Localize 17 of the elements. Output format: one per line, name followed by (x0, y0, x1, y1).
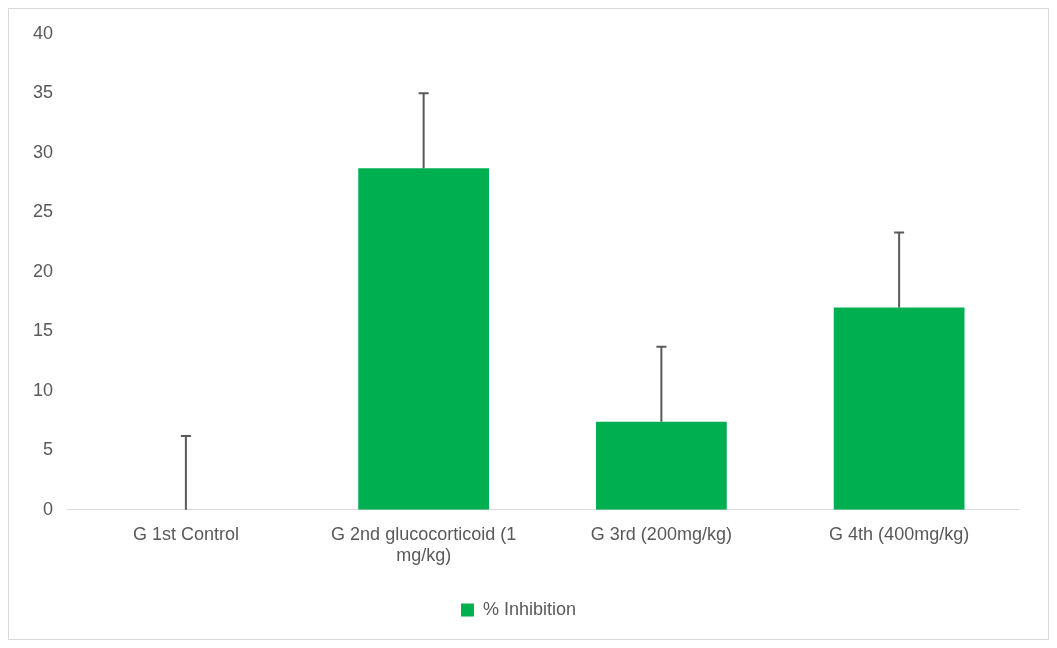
x-tick-label: G 2nd glucocorticoid (1 mg/kg) (331, 523, 517, 566)
bar (833, 307, 965, 510)
y-tick-label: 15 (32, 320, 54, 341)
bar (596, 421, 727, 510)
bar (358, 168, 490, 510)
y-tick-label: 25 (32, 201, 54, 222)
x-tick-label: G 1st Control (132, 523, 239, 544)
y-tick-label: 5 (43, 439, 54, 460)
y-tick-label: 35 (32, 82, 54, 103)
y-tick-label: 0 (43, 498, 54, 519)
x-tick-label: G 3rd (200mg/kg) (590, 523, 732, 544)
y-tick-label: 40 (32, 22, 54, 43)
y-tick-label: 30 (32, 141, 54, 162)
x-tick-label: G 4th (400mg/kg) (829, 523, 970, 544)
legend-label: % Inhibition (482, 598, 577, 619)
y-tick-label: 10 (32, 379, 54, 400)
y-tick-label: 20 (32, 260, 54, 281)
